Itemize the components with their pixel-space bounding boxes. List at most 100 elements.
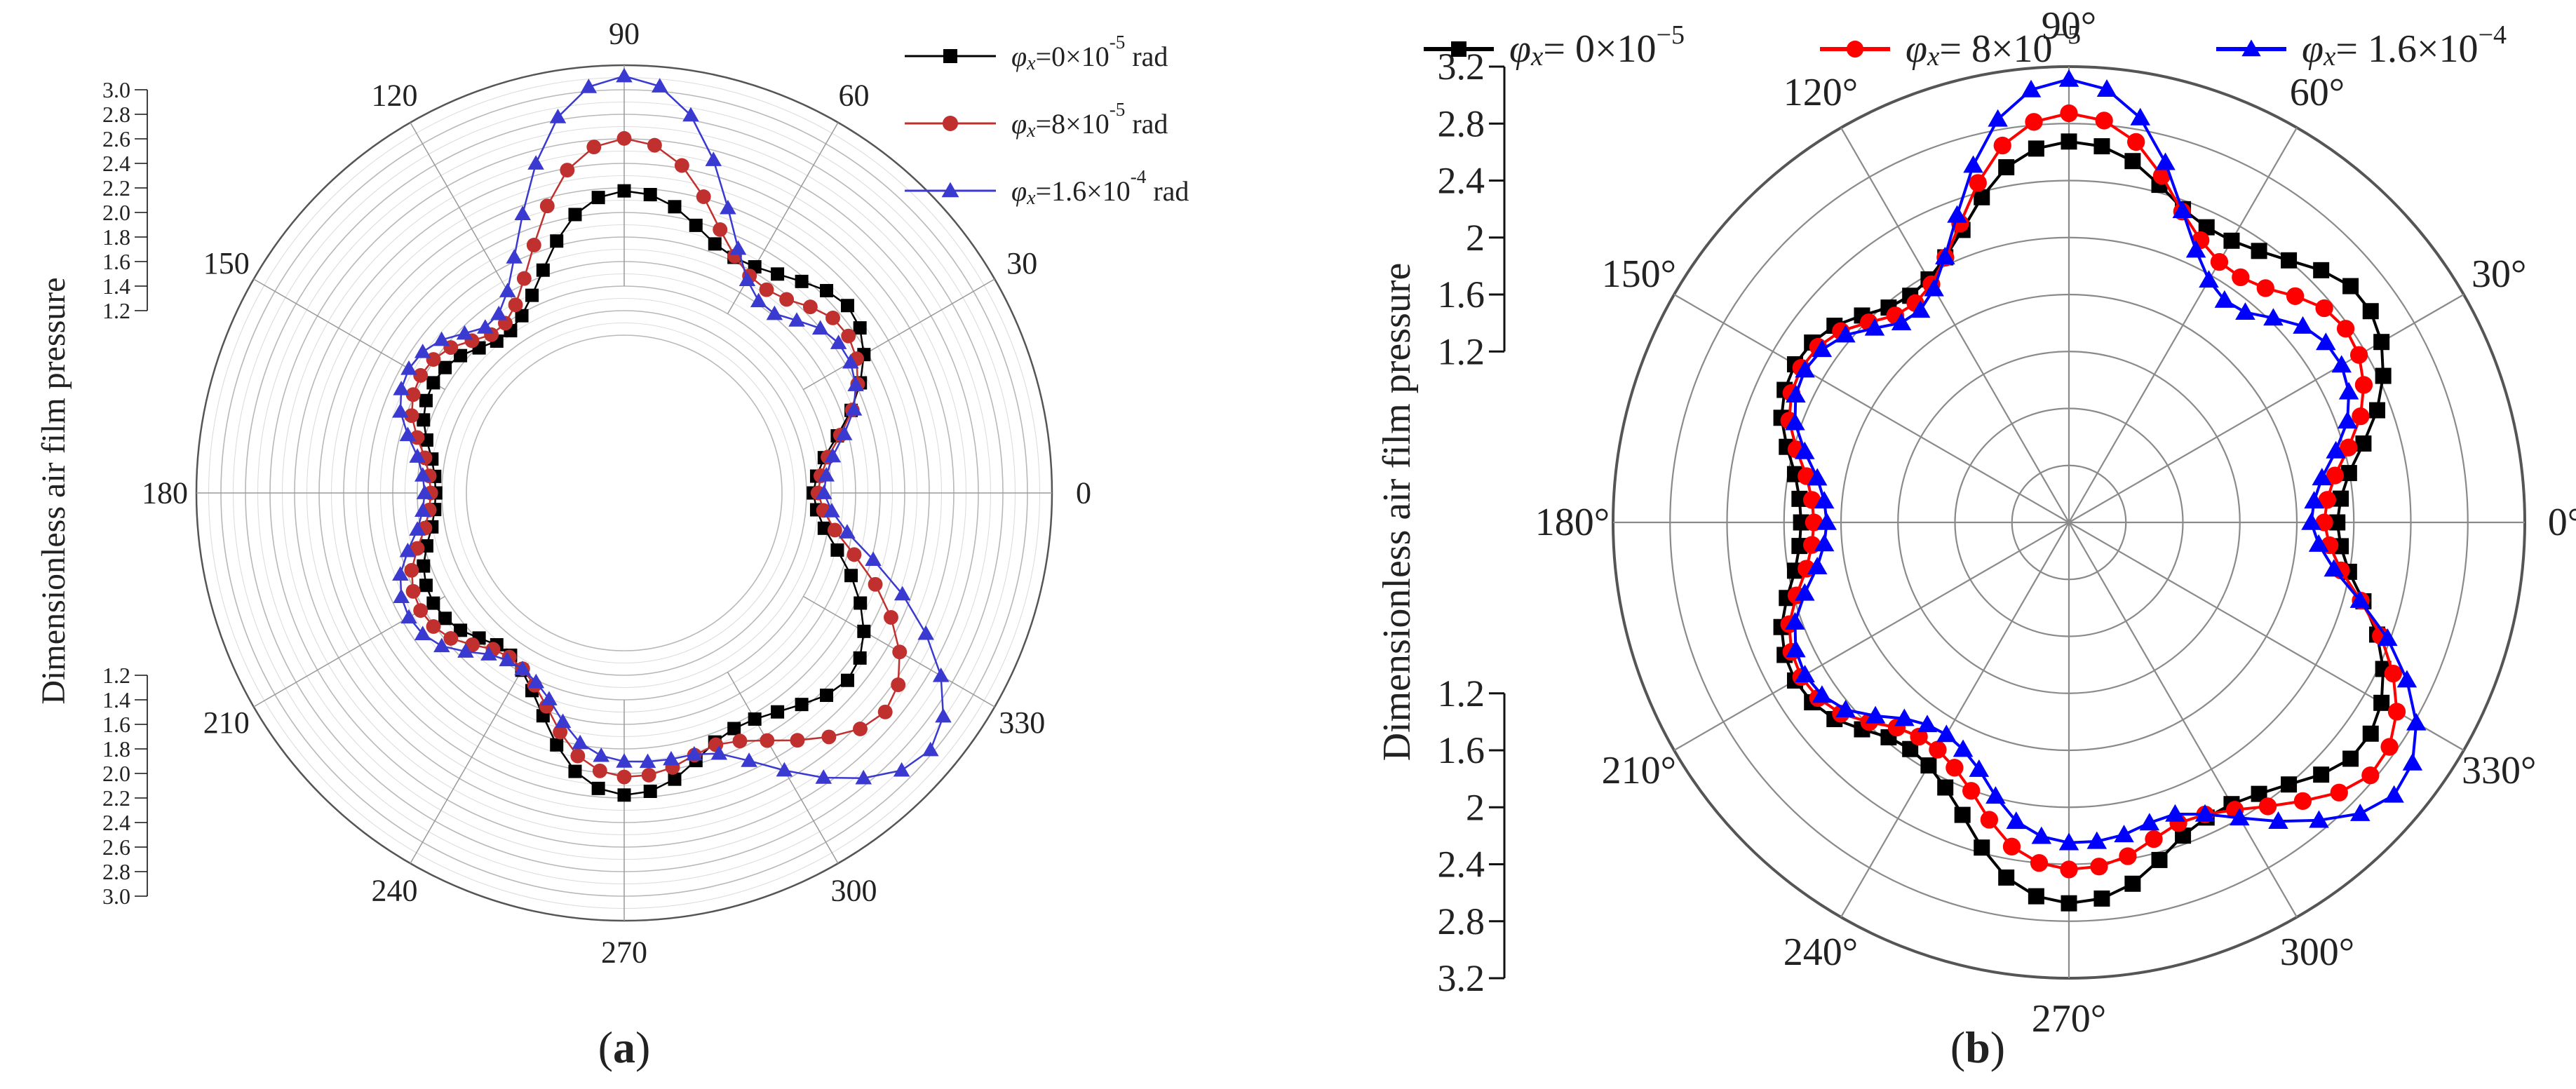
data-point xyxy=(1795,583,1815,601)
data-point xyxy=(2342,750,2359,767)
angle-label: 30 xyxy=(1006,246,1037,280)
data-point xyxy=(2330,783,2348,801)
angle-labels-b: 0° 30° 60° 90° 120° 150° 180° 210° 240° 270° 300° 3… xyxy=(1535,4,2576,1041)
data-point xyxy=(426,618,441,634)
data-point xyxy=(668,772,682,786)
legend-item: φx= 1.6×10−4 xyxy=(2216,20,2507,72)
data-point xyxy=(616,130,632,146)
data-point xyxy=(855,769,872,785)
data-point xyxy=(413,367,429,383)
grid-spoke xyxy=(2068,522,2298,918)
data-point xyxy=(643,784,657,798)
radial-tick-label: 2.8 xyxy=(102,859,130,884)
data-point xyxy=(1795,665,1815,683)
data-point xyxy=(776,762,793,777)
data-point xyxy=(617,788,631,802)
data-point xyxy=(399,542,417,557)
data-point xyxy=(844,569,858,583)
data-point xyxy=(2130,107,2150,126)
data-point xyxy=(2331,355,2352,373)
radial-tick-label: 1.6 xyxy=(102,712,130,737)
data-point xyxy=(572,734,588,750)
caption-a: (a) xyxy=(598,1022,651,1072)
data-point xyxy=(515,309,529,323)
data-point xyxy=(409,521,426,536)
data-point xyxy=(2361,766,2380,785)
radial-axis-b: 1.21.622.42.83.21.21.622.42.83.2 xyxy=(1438,46,1506,999)
data-point xyxy=(2362,303,2379,320)
data-point xyxy=(433,331,450,346)
data-point xyxy=(820,283,834,297)
legend-item: φx= 0×10−5 xyxy=(1424,20,1685,72)
data-point xyxy=(2396,670,2417,688)
legend-item: φx= 8×10−5 xyxy=(1820,20,2081,72)
data-point xyxy=(2058,69,2079,87)
data-point xyxy=(2127,133,2145,151)
data-point xyxy=(2124,875,2141,892)
data-point xyxy=(1805,513,1823,532)
angle-labels-a: 0 30 60 90 120 150 180 210 240 270 300 330 xyxy=(142,17,1091,970)
data-point xyxy=(2028,888,2044,905)
angle-label: 330° xyxy=(2462,749,2536,792)
data-point xyxy=(1793,514,1809,531)
data-point xyxy=(433,637,450,653)
data-point xyxy=(2258,797,2277,816)
data-point xyxy=(550,738,564,752)
data-point xyxy=(2145,830,2163,848)
data-point xyxy=(893,586,911,601)
series-b-2 xyxy=(1785,69,2427,851)
data-point xyxy=(857,624,871,638)
series-group-b xyxy=(1773,69,2427,912)
data-point xyxy=(2333,490,2349,507)
radial-tick-label: 1.2 xyxy=(1438,672,1485,715)
series-a-2 xyxy=(392,67,952,785)
legend-item: φx=0×10-5 rad xyxy=(905,32,1168,74)
data-point xyxy=(409,448,426,463)
data-point xyxy=(729,240,747,255)
data-point xyxy=(1865,705,1886,724)
data-point xyxy=(2025,113,2043,131)
data-point xyxy=(1910,300,1931,318)
data-point xyxy=(2095,111,2113,130)
data-point xyxy=(2002,837,2021,855)
grid-spoke xyxy=(410,122,522,314)
legend-label: φx= 1.6×10−4 xyxy=(2302,20,2507,72)
data-point xyxy=(788,312,805,327)
data-point xyxy=(2210,252,2229,271)
data-point xyxy=(2309,810,2329,828)
legend-item: φx=1.6×10-4 rad xyxy=(905,166,1189,209)
data-point xyxy=(1812,685,1833,703)
radial-tick-label: 2.6 xyxy=(102,834,130,860)
data-point xyxy=(2326,440,2346,459)
legend-label: φx=1.6×10-4 rad xyxy=(1011,166,1189,209)
angle-label: 90° xyxy=(2042,4,2096,48)
radial-tick-label: 1.8 xyxy=(102,736,130,762)
data-point xyxy=(820,689,834,703)
data-point xyxy=(410,541,425,556)
data-point xyxy=(419,579,433,593)
data-point xyxy=(830,334,847,349)
data-point xyxy=(2316,332,2336,351)
data-point xyxy=(2152,166,2171,185)
data-point xyxy=(2362,725,2379,742)
radial-tick-label: 2.0 xyxy=(102,200,130,225)
data-point xyxy=(2329,514,2346,531)
data-point xyxy=(2090,858,2108,876)
data-point xyxy=(1795,441,1815,459)
data-point xyxy=(2151,851,2168,868)
angle-label: 300 xyxy=(831,874,877,908)
data-point xyxy=(853,722,868,736)
data-point xyxy=(454,623,468,637)
angle-label: 60° xyxy=(2290,71,2345,114)
data-point xyxy=(760,733,775,748)
radial-tick-label: 2.8 xyxy=(102,102,130,127)
data-point xyxy=(1954,806,1971,823)
data-point xyxy=(536,263,550,277)
data-point xyxy=(414,502,431,517)
radial-tick-label: 2.0 xyxy=(102,761,130,786)
data-point xyxy=(2384,664,2402,683)
data-point xyxy=(710,745,728,760)
data-point xyxy=(2387,703,2406,721)
data-point xyxy=(2031,826,2052,844)
